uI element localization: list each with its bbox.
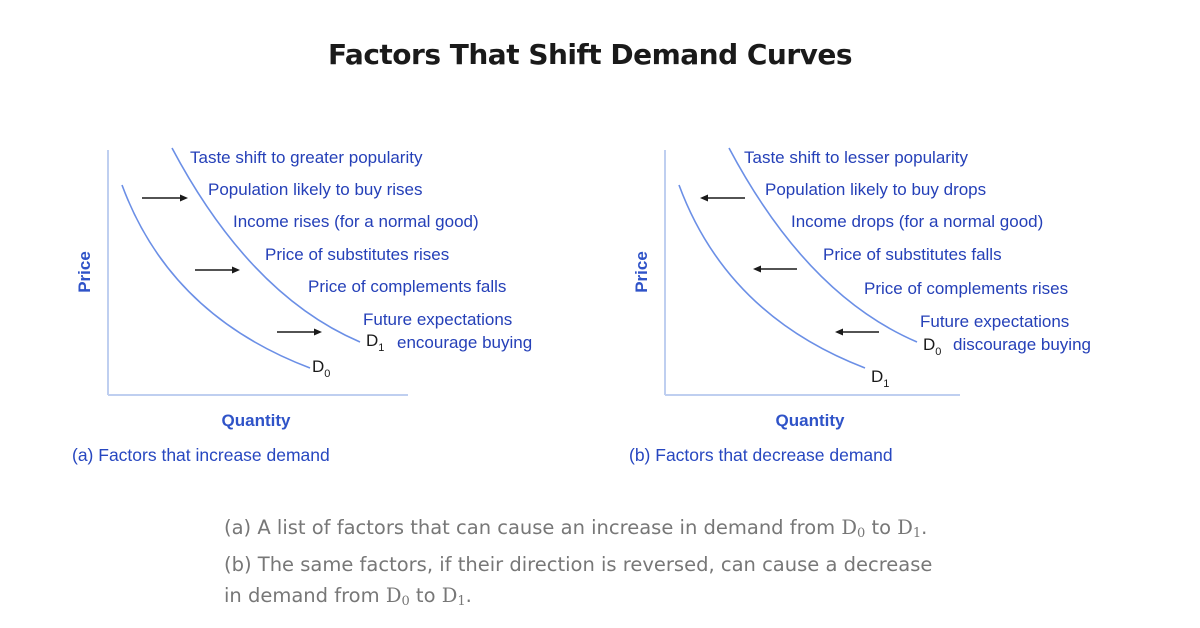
panel-decrease-demand: Price Quantity D0 D1 Taste shift to less… (617, 130, 1177, 475)
x-axis-label: Quantity (776, 411, 845, 430)
shift-arrow-1 (142, 194, 188, 202)
demand-diagram-a: Price Quantity D0 D1 Taste shift to grea… (72, 147, 532, 465)
factor-population: Population likely to buy drops (765, 180, 986, 199)
page-title: Factors That Shift Demand Curves (327, 38, 853, 71)
d1-symbol: D1 (441, 584, 466, 609)
demand-curve-d0 (121, 184, 311, 369)
curve-label-d1: D1 (871, 367, 889, 390)
factor-taste: Taste shift to lesser popularity (744, 148, 968, 167)
factor-complements: Price of complements falls (308, 277, 506, 296)
factor-income: Income rises (for a normal good) (233, 212, 479, 231)
demand-diagram-b: Price Quantity D0 D1 Taste shift to less… (629, 147, 1091, 465)
factor-expectations: Future expectations (363, 310, 512, 329)
shift-arrow-2 (753, 265, 797, 273)
shift-arrow-3 (835, 328, 879, 336)
factor-substitutes: Price of substitutes falls (823, 245, 1002, 264)
demand-curve-d0 (728, 147, 918, 343)
y-axis-label: Price (632, 251, 651, 293)
panel-caption-b: (b) Factors that decrease demand (629, 445, 893, 465)
shift-arrow-3 (277, 328, 322, 336)
factor-expectations-cont: discourage buying (953, 335, 1091, 354)
d0-symbol: D0 (385, 584, 410, 609)
curve-label-d1: D1 (366, 331, 384, 354)
factor-substitutes: Price of substitutes rises (265, 245, 449, 264)
demand-curve-d1 (678, 184, 866, 369)
shift-arrow-2 (195, 266, 240, 274)
y-axis-label: Price (75, 251, 94, 293)
curve-label-d0: D0 (923, 335, 941, 358)
factor-expectations-cont: encourage buying (397, 333, 532, 352)
figure-caption: (a) A list of factors that can cause an … (224, 516, 933, 609)
panel-increase-demand: Price Quantity D0 D1 Taste shift to grea… (60, 130, 620, 475)
x-axis-label: Quantity (222, 411, 291, 430)
shift-arrow-1 (700, 194, 745, 202)
d1-symbol: D1 (897, 516, 922, 541)
factor-income: Income drops (for a normal good) (791, 212, 1043, 231)
factor-taste: Taste shift to greater popularity (190, 148, 423, 167)
factor-complements: Price of complements rises (864, 279, 1068, 298)
factor-population: Population likely to buy rises (208, 180, 423, 199)
curve-label-d0: D0 (312, 357, 330, 380)
demand-curve-d1 (171, 147, 361, 343)
d0-symbol: D0 (841, 516, 866, 541)
factor-expectations: Future expectations (920, 312, 1069, 331)
panel-caption-a: (a) Factors that increase demand (72, 445, 330, 465)
